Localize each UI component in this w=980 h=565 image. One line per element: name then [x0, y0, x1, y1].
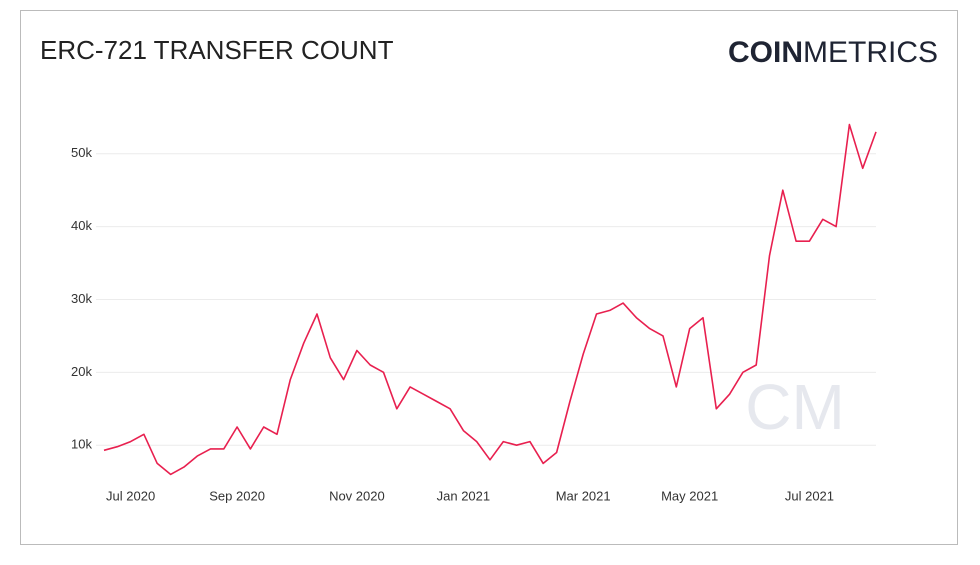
y-tick-label: 20k — [71, 364, 92, 379]
y-tick-label: 30k — [71, 291, 92, 306]
x-tick-label: Mar 2021 — [556, 488, 611, 503]
x-tick-label: Sep 2020 — [209, 488, 265, 503]
watermark: CM — [745, 371, 845, 443]
x-tick-label: Jul 2021 — [785, 488, 834, 503]
y-tick-label: 50k — [71, 145, 92, 160]
logo: COINMETRICS — [728, 36, 938, 69]
y-tick-label: 10k — [71, 437, 92, 452]
x-tick-label: Nov 2020 — [329, 488, 385, 503]
line — [103, 123, 877, 476]
x-tick-label: Jan 2021 — [437, 488, 491, 503]
y-tick-label: 40k — [71, 218, 92, 233]
logo-bold: COIN — [728, 36, 803, 69]
logo-light: METRICS — [803, 36, 938, 69]
x-tick-label: May 2021 — [661, 488, 718, 503]
x-tick-label: Jul 2020 — [106, 488, 155, 503]
card — [20, 10, 958, 545]
chart-title: ERC-721 TRANSFER COUNT — [40, 35, 394, 65]
